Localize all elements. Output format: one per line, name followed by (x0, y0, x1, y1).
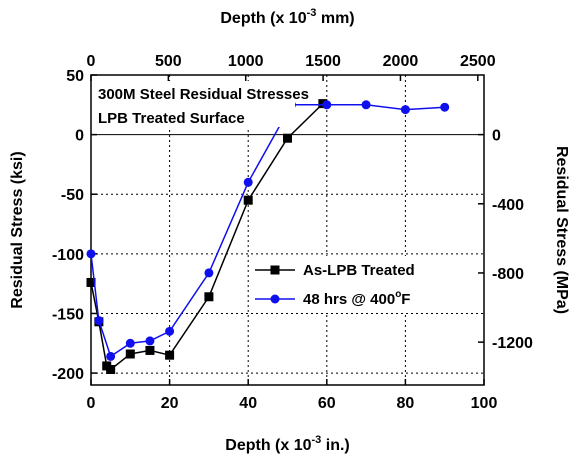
x-bottom-tick-label: 0 (87, 395, 96, 412)
y-right-axis-title: Residual Stress (MPa) (553, 146, 570, 314)
x-top-tick-label: 500 (155, 53, 182, 70)
data-point-circle (361, 100, 371, 110)
data-point-square (145, 345, 155, 355)
legend-label-48hrs-main: 48 hrs @ 400 (303, 291, 395, 308)
x-bottom-tick-label: 20 (161, 395, 179, 412)
data-point-circle (400, 105, 410, 115)
data-point-square (204, 292, 214, 302)
data-point-circle (125, 338, 135, 348)
x-bottom-tick-label: 80 (397, 395, 415, 412)
series-line-0 (90, 103, 324, 371)
data-point-circle (440, 102, 450, 112)
data-point-square (283, 133, 292, 143)
x-bottom-tick-label: 60 (318, 395, 336, 412)
legend-marker-circle (270, 294, 280, 304)
data-point-circle (322, 100, 332, 110)
y-right-tick-label: -400 (492, 197, 524, 214)
x-bottom-tick-label: 100 (471, 395, 498, 412)
data-point-square (125, 349, 135, 359)
chart-title-line-2: LPB Treated Surface (98, 110, 245, 127)
x-top-tick-label: 2000 (383, 53, 419, 70)
x-top-tick-label: 0 (87, 53, 96, 70)
x-top-axis-title: Depth (x 10-3 mm) (220, 7, 354, 27)
data-point-circle (106, 351, 116, 361)
x-top-axis-title-unit: mm) (316, 10, 354, 27)
data-point-circle (204, 268, 214, 278)
y-left-axis-title: Residual Stress (ksi) (9, 151, 26, 308)
plot-frame (90, 74, 485, 386)
data-point-circle (86, 249, 96, 259)
x-bottom-axis-title-unit: in.) (321, 437, 349, 454)
data-point-square (86, 277, 96, 287)
y-right-tick-label: -1200 (492, 335, 533, 352)
legend-label-unit: F (401, 291, 410, 308)
x-top-axis-title-main: Depth (x 10 (220, 10, 306, 27)
legend-label-as-lpb: As-LPB Treated (303, 262, 415, 279)
y-right-tick-label: -800 (492, 266, 524, 283)
y-left-tick-label: 0 (75, 128, 84, 145)
series-line-1 (90, 104, 445, 358)
data-point-square (165, 350, 175, 360)
y-left-tick-label: 50 (66, 68, 84, 85)
x-top-axis-title-exponent: -3 (307, 7, 317, 19)
data-point-square (106, 365, 116, 374)
legend-background (252, 256, 440, 312)
data-point-circle (165, 326, 175, 336)
legend-label-degree: o (395, 289, 401, 300)
y-left-tick-label: -100 (52, 247, 84, 264)
legend-marker-square (270, 265, 280, 275)
chart-title-line-1: 300M Steel Residual Stresses (98, 86, 309, 103)
y-left-tick-label: -50 (61, 187, 84, 204)
tick-labels: 0 20 40 60 80 1000 500 1000 1500 2000 2500500-50-1… (52, 53, 533, 412)
x-top-tick-label: 2500 (460, 53, 496, 70)
legend-label-48hrs: 48 hrs @ 400oF (303, 289, 410, 308)
x-top-tick-label: 1500 (305, 53, 341, 70)
y-right-tick-label: 0 (492, 128, 501, 145)
x-bottom-axis-title-exponent: -3 (312, 434, 322, 446)
data-point-square (243, 195, 253, 205)
x-bottom-axis-title: Depth (x 10-3 in.) (225, 434, 349, 454)
y-left-tick-label: -200 (52, 366, 84, 383)
x-bottom-tick-label: 40 (239, 395, 257, 412)
y-left-tick-label: -150 (52, 306, 84, 323)
x-bottom-axis-title-main: Depth (x 10 (225, 437, 311, 454)
data-point-circle (145, 336, 155, 346)
data-point-circle (94, 316, 104, 326)
legend: As-LPB Treated 48 hrs @ 400oF (252, 256, 440, 312)
x-top-tick-label: 1000 (228, 53, 264, 70)
data-point-circle (243, 177, 253, 187)
chart-title-background (95, 81, 295, 127)
series-layer (86, 99, 450, 374)
